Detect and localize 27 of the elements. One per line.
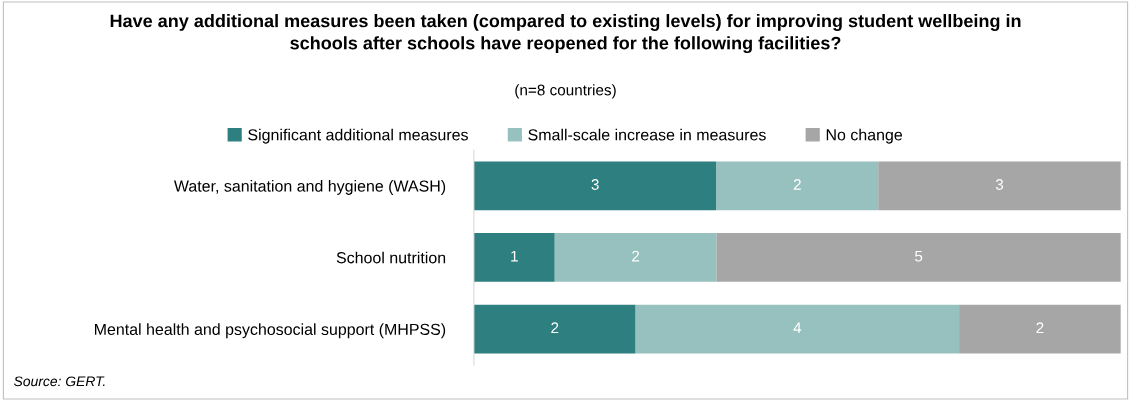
data-label: 2 (632, 250, 640, 262)
legend-label: No change (826, 128, 903, 144)
bar (473, 233, 555, 282)
bar (473, 161, 717, 211)
chart-subtitle: (n=8 countries) (515, 84, 616, 99)
data-label: 1 (511, 250, 518, 262)
data-label: 2 (793, 179, 801, 190)
bar (878, 161, 1121, 211)
y-tick-label: Water, sanitation and hygiene (WASH) (173, 180, 446, 195)
bar (473, 304, 636, 354)
data-label: 2 (1036, 322, 1044, 334)
bar (716, 161, 879, 211)
legend-label: Significant additional measures (248, 128, 468, 144)
data-label: 4 (793, 322, 802, 334)
legend-label: Small-scale increase in measures (528, 128, 766, 141)
data-label: 3 (591, 179, 599, 190)
bar (716, 233, 1121, 282)
data-label: 3 (995, 179, 1004, 190)
bar (554, 233, 717, 282)
y-tick-label: School nutrition (336, 251, 446, 264)
y-tick-label: Mental health and psychosocial support (MHPSS) (94, 323, 446, 339)
data-label: 2 (551, 322, 559, 334)
source-note: Source: GERT. (13, 376, 105, 387)
data-label: 5 (915, 250, 923, 262)
chart-title: Have any additional measures been taken (compared to existing levels) for improving student wellbeing in schools after schools have reopened for the following facilities? (110, 14, 1021, 54)
bar (959, 304, 1121, 354)
bar (635, 304, 960, 354)
